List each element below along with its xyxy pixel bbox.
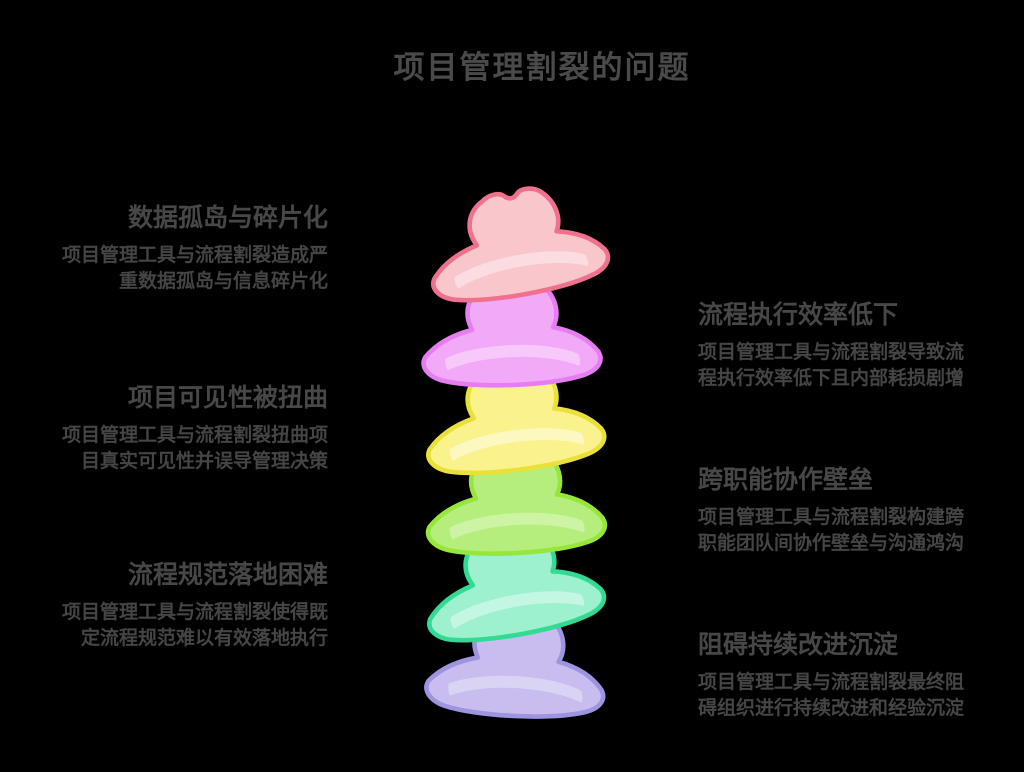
issue-title: 阻碍持续改进沉淀 <box>698 630 899 659</box>
issue-description: 项目管理工具与流程割裂造成严重数据孤岛与信息碎片化 <box>61 244 328 292</box>
issue-description: 项目管理工具与流程割裂扭曲项目真实可见性并误导管理决策 <box>61 424 328 472</box>
issue-block-process-adoption: 流程规范落地困难 项目管理工具与流程割裂使得既定流程规范难以有效落地执行 <box>60 559 328 651</box>
issue-title: 流程执行效率低下 <box>698 300 899 329</box>
page-title: 项目管理割裂的问题 <box>393 50 691 86</box>
issue-block-low-efficiency: 流程执行效率低下 项目管理工具与流程割裂导致流程执行效率低下且内部耗损剧增 <box>698 299 966 391</box>
issue-block-visibility-distorted: 项目可见性被扭曲 项目管理工具与流程割裂扭曲项目真实可见性并误导管理决策 <box>60 382 328 474</box>
issue-title: 跨职能协作壁垒 <box>698 465 874 494</box>
issue-block-collaboration-barriers: 跨职能协作壁垒 项目管理工具与流程割裂构建跨职能团队间协作壁垒与沟通鸿沟 <box>698 464 966 556</box>
issue-title: 项目可见性被扭曲 <box>127 383 328 412</box>
pink-hat <box>431 186 611 303</box>
issue-title: 流程规范落地困难 <box>127 560 328 589</box>
issue-block-data-silos: 数据孤岛与碎片化 项目管理工具与流程割裂造成严重数据孤岛与信息碎片化 <box>60 202 328 294</box>
issue-description: 项目管理工具与流程割裂最终阻碍组织进行持续改进和经验沉淀 <box>698 671 965 719</box>
issue-description: 项目管理工具与流程割裂构建跨职能团队间协作壁垒与沟通鸿沟 <box>698 506 965 554</box>
issue-block-improvement-blocked: 阻碍持续改进沉淀 项目管理工具与流程割裂最终阻碍组织进行持续改进和经验沉淀 <box>698 629 966 721</box>
issue-description: 项目管理工具与流程割裂导致流程执行效率低下且内部耗损剧增 <box>698 341 965 389</box>
issue-description: 项目管理工具与流程割裂使得既定流程规范难以有效落地执行 <box>61 601 328 649</box>
issue-title: 数据孤岛与碎片化 <box>127 203 328 232</box>
